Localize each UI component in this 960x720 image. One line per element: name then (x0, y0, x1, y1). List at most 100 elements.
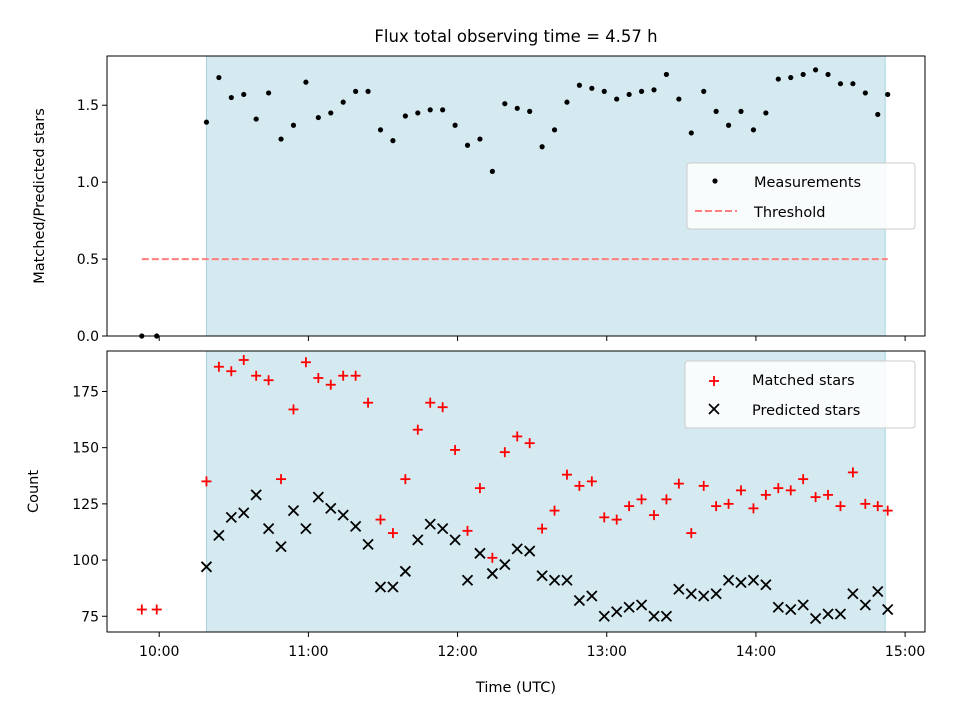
measurement-point (489, 168, 495, 174)
predicted-marker-b (499, 558, 511, 571)
bottom-xtick-label: 15:00 (885, 644, 925, 660)
predicted-marker-b (437, 522, 449, 535)
predicted-marker-b (387, 581, 399, 593)
matched-star-point (723, 498, 734, 509)
measurement-point (775, 76, 781, 82)
predicted-star-point (785, 603, 797, 616)
matched-star-point (313, 372, 324, 383)
matched-star-point (226, 366, 237, 377)
predicted-star-point (747, 574, 760, 586)
matched-star-point (711, 501, 722, 512)
predicted-marker-b (225, 511, 237, 523)
measurement-point (800, 71, 806, 78)
measurement-point (701, 88, 707, 94)
measurement-point (614, 96, 620, 102)
predicted-star-point (834, 608, 847, 620)
predicted-star-point (648, 610, 660, 622)
predicted-marker-b (511, 543, 523, 555)
top-ytick-label: 1.0 (77, 175, 99, 191)
predicted-star-point (474, 547, 486, 559)
predicted-star-point (623, 601, 635, 613)
top-axes-frame (106, 55, 926, 337)
measurement-point (601, 88, 607, 94)
predicted-marker-b (548, 574, 561, 586)
predicted-star-point (424, 518, 436, 530)
matched-star-point (462, 525, 473, 536)
predicted-star-point (859, 599, 871, 611)
top-panel: 0.0 0.5 1.0 1.5 Matched/Predicted stars Mea… (32, 55, 926, 345)
predicted-star-point (349, 520, 362, 532)
matched-star-point (624, 501, 635, 512)
measurement-point (216, 74, 222, 81)
predicted-star-point (882, 603, 894, 616)
bottom-x-axis-label: Time (UTC) (475, 680, 556, 696)
measurement-point (564, 99, 570, 105)
bottom-plot-area (136, 354, 894, 625)
matched-star-point (400, 474, 411, 485)
predicted-star-point (300, 522, 312, 535)
predicted-star-point (262, 522, 275, 535)
matched-star-point (412, 424, 423, 435)
predicted-star-point (225, 511, 237, 523)
matched-star-point (586, 476, 597, 487)
measurement-point (788, 74, 794, 81)
predicted-marker-b (698, 590, 710, 602)
predicted-star-point (809, 612, 822, 625)
measurement-point (885, 91, 891, 98)
matched-star-point (810, 492, 821, 503)
predicted-star-point (847, 588, 859, 600)
predicted-marker-b (648, 610, 660, 622)
predicted-marker-b (524, 545, 536, 557)
predicted-marker-b (797, 599, 809, 611)
bottom-legend-box (684, 360, 916, 429)
predicted-marker-b (722, 574, 735, 586)
predicted-marker-b (362, 538, 374, 550)
matched-star-point (785, 485, 796, 496)
predicted-marker-b (287, 504, 300, 517)
matched-star-point (487, 552, 498, 563)
predicted-marker-b (486, 567, 499, 580)
matched-star-point (686, 528, 697, 539)
predicted-star-point (399, 565, 411, 577)
predicted-star-point (685, 588, 697, 600)
measurement-point (837, 81, 844, 87)
predicted-star-point (511, 543, 523, 555)
measurement-point (415, 110, 421, 116)
bottom-ytick-label: 125 (72, 497, 99, 513)
predicted-marker-b (660, 610, 673, 622)
matched-star-point (338, 370, 349, 381)
measurement-point (228, 94, 234, 101)
predicted-star-point (250, 489, 262, 501)
predicted-marker-b (312, 491, 324, 503)
measurement-point (203, 119, 210, 125)
measurement-point (253, 116, 259, 122)
predicted-marker-b (785, 603, 797, 616)
measurement-point (427, 107, 433, 113)
matched-star-point (375, 514, 386, 525)
matched-star-point (599, 512, 610, 523)
predicted-star-point (536, 570, 548, 582)
bottom-ytick-label: 175 (72, 384, 99, 400)
measurement-point (725, 122, 732, 128)
predicted-star-point (586, 590, 598, 602)
predicted-star-point (573, 594, 586, 607)
predicted-marker-b (635, 599, 648, 611)
legend-measurements-label: Measurements (754, 175, 861, 191)
measurement-point (763, 110, 769, 116)
predicted-star-point (548, 574, 561, 586)
legend-predicted-label: Predicted stars (752, 403, 860, 419)
predicted-marker-b (685, 588, 697, 600)
predicted-star-point (698, 590, 710, 602)
matched-star-point (387, 528, 398, 539)
predicted-marker-b (735, 576, 747, 589)
top-y-axis: 0.0 0.5 1.0 1.5 (77, 98, 107, 345)
predicted-marker-b (536, 570, 548, 582)
legend-measurements-marker (712, 178, 718, 184)
matched-star-point (798, 474, 809, 485)
bottom-y-axis: 75 100 125 150 175 (72, 384, 107, 625)
predicted-star-point (312, 491, 324, 503)
matched-star-point (636, 494, 647, 505)
predicted-star-point (337, 509, 349, 521)
matched-star-point (760, 489, 771, 500)
